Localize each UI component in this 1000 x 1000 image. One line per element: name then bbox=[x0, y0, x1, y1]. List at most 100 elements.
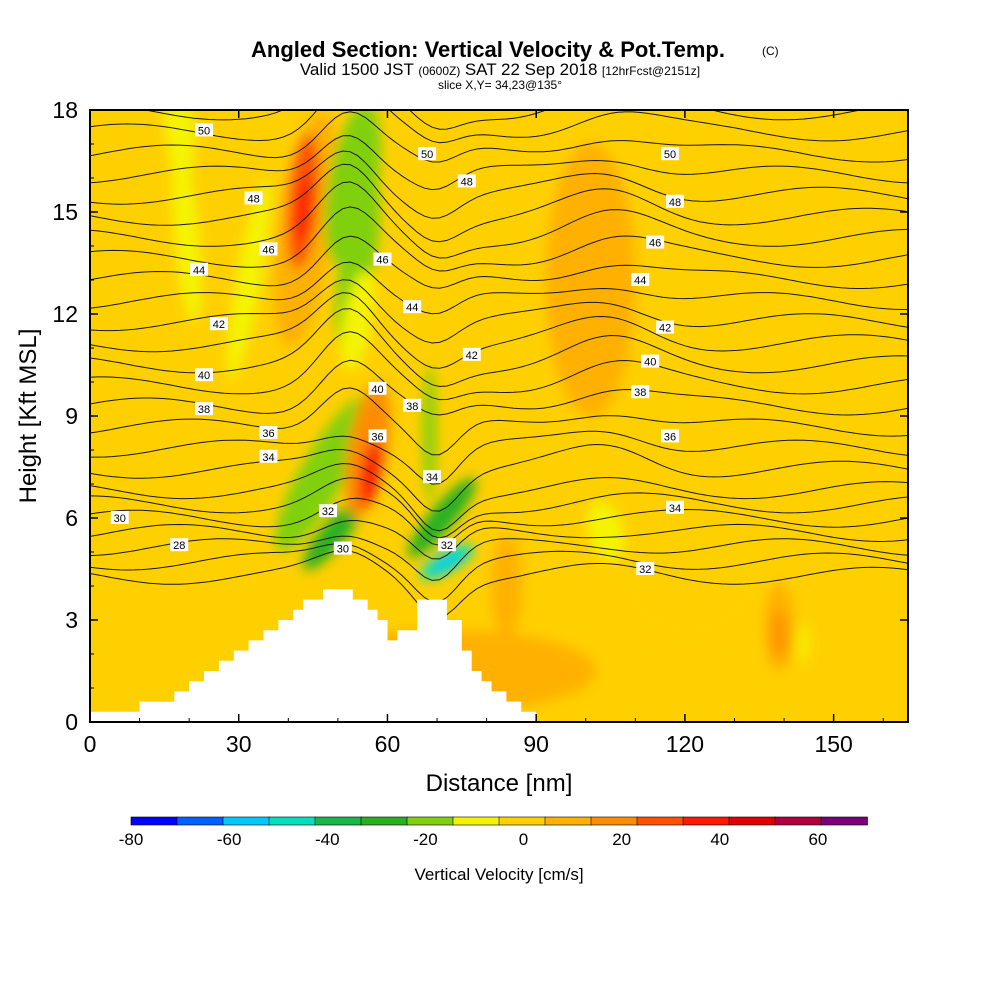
colorbar-tick-label: 0 bbox=[519, 830, 528, 849]
colorbar-swatch bbox=[590, 816, 638, 826]
colorbar-swatch bbox=[222, 816, 270, 826]
contour-label: 40 bbox=[195, 368, 214, 382]
colorbar-swatch bbox=[774, 816, 822, 826]
contour-label: 32 bbox=[636, 562, 655, 576]
velocity-cell bbox=[432, 552, 462, 572]
contour-label-box bbox=[368, 381, 387, 395]
contour-label-text: 40 bbox=[371, 384, 383, 396]
theta-contour-line bbox=[90, 206, 908, 272]
contour-label-text: 48 bbox=[461, 176, 473, 188]
contour-label-box bbox=[661, 147, 680, 161]
contour-label: 44 bbox=[631, 273, 650, 287]
theta-contour-line bbox=[90, 535, 908, 581]
contour-label: 50 bbox=[195, 123, 214, 137]
contour-label-text: 34 bbox=[426, 472, 438, 484]
contour-label-box bbox=[403, 398, 422, 412]
colorbar-swatch bbox=[544, 816, 592, 826]
contour-label-text: 42 bbox=[659, 323, 671, 335]
colorbar-swatch bbox=[268, 816, 316, 826]
velocity-cell bbox=[407, 478, 477, 558]
colorbar-tick-label: 20 bbox=[612, 830, 631, 849]
x-axis-label: Distance [nm] bbox=[426, 770, 573, 797]
contour-label: 48 bbox=[665, 194, 684, 209]
contour-label-text: 42 bbox=[466, 350, 478, 362]
theta-contour-line bbox=[90, 292, 908, 369]
colorbar-swatch bbox=[820, 816, 868, 826]
contour-label-text: 36 bbox=[371, 431, 383, 443]
theta-contour-line bbox=[90, 331, 908, 401]
contour-label-box bbox=[665, 194, 684, 208]
contour-label-text: 50 bbox=[198, 125, 210, 137]
theta-contour-line bbox=[90, 477, 908, 539]
theta-contour-line bbox=[90, 110, 908, 144]
contour-label: 42 bbox=[462, 347, 481, 362]
contour-label-box bbox=[457, 174, 476, 188]
theta-contour-line bbox=[90, 387, 908, 456]
contour-label-box bbox=[661, 429, 680, 443]
velocity-cell bbox=[274, 396, 372, 552]
velocity-cell bbox=[798, 623, 809, 665]
velocity-cell bbox=[423, 365, 437, 501]
contour-label: 46 bbox=[373, 252, 392, 267]
contour-label-box bbox=[636, 562, 655, 575]
colorbar-tick-label: -80 bbox=[119, 830, 144, 849]
subtitle: Valid 1500 JST (0600Z) SAT 22 Sep 2018 [… bbox=[300, 60, 700, 79]
contour-label-text: 50 bbox=[664, 149, 676, 161]
velocity-cell bbox=[546, 144, 636, 416]
theta-contour-line bbox=[90, 135, 908, 191]
theta-contour-line bbox=[143, 110, 864, 130]
contour-label-text: 36 bbox=[262, 428, 274, 440]
theta-contour-line bbox=[90, 150, 908, 219]
contour-label-text: 40 bbox=[198, 370, 210, 382]
theta-contour-line bbox=[90, 111, 908, 163]
theta-contour-line bbox=[90, 308, 908, 388]
colorbar-swatch bbox=[498, 816, 546, 826]
contour-label-box bbox=[195, 123, 214, 137]
velocity-cell bbox=[302, 500, 363, 570]
colorbar: -80 -60 -40 -20 0 20 40 60 bbox=[119, 816, 868, 849]
contour-label-text: 36 bbox=[664, 431, 676, 443]
slice-label: slice X,Y= 34,23@135° bbox=[438, 78, 562, 92]
contour-label-text: 30 bbox=[114, 513, 126, 525]
y-tick-label: 18 bbox=[52, 97, 78, 123]
velocity-cell bbox=[358, 440, 382, 508]
contour-label: 38 bbox=[631, 385, 650, 399]
contour-label-box bbox=[190, 262, 209, 276]
subtitle-zulu: (0600Z) bbox=[418, 64, 460, 78]
y-tick-label: 0 bbox=[65, 709, 78, 735]
colorbar-tick-label: -40 bbox=[315, 830, 340, 849]
theta-contour-line bbox=[90, 519, 908, 560]
contour-label-text: 46 bbox=[262, 244, 274, 256]
theta-contour-line bbox=[90, 462, 908, 532]
contour-label-text: 34 bbox=[669, 503, 681, 515]
contour-label: 38 bbox=[403, 398, 422, 413]
colorbar-swatch bbox=[728, 816, 776, 826]
velocity-cell bbox=[172, 147, 202, 324]
contour-label-box bbox=[368, 429, 387, 443]
velocity-field bbox=[163, 110, 809, 712]
theta-contour-line bbox=[90, 235, 908, 289]
theta-contour-line bbox=[90, 443, 908, 512]
contour-label: 30 bbox=[110, 511, 129, 525]
contour-label-box bbox=[333, 541, 352, 555]
theta-contour-line bbox=[90, 543, 908, 603]
contour-label-box bbox=[259, 426, 278, 439]
x-tick-label: 60 bbox=[375, 731, 401, 757]
contour-label-text: 44 bbox=[634, 275, 646, 287]
x-tick-label: 30 bbox=[226, 731, 252, 757]
contour-label: 48 bbox=[457, 174, 476, 188]
contour-label-text: 46 bbox=[649, 238, 661, 250]
theta-contour-line bbox=[90, 261, 908, 315]
contour-label: 36 bbox=[368, 429, 387, 443]
x-tick-label: 150 bbox=[814, 731, 852, 757]
contour-label-box bbox=[631, 273, 650, 286]
theta-contour-line bbox=[90, 430, 908, 485]
x-tick-label: 0 bbox=[84, 731, 97, 757]
contour-label: 40 bbox=[368, 381, 387, 396]
colorbar-swatch bbox=[682, 816, 730, 826]
contour-label: 30 bbox=[333, 541, 352, 556]
y-tick-label: 15 bbox=[52, 199, 78, 225]
contour-label: 28 bbox=[170, 538, 189, 552]
plot-area: 50 50 50 48 48 48 46 46 46 44 44 44 42 42 42 40 40 40 38 38… bbox=[90, 110, 908, 722]
